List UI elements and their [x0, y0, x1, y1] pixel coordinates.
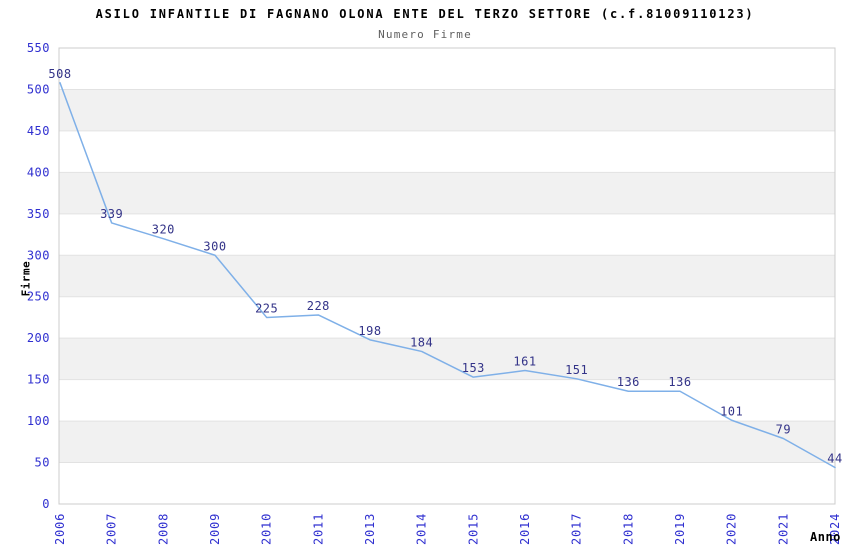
plot-band	[59, 89, 835, 131]
plot-border	[58, 47, 836, 505]
y-tick-label: 200	[27, 331, 50, 345]
x-axis-title: Anno	[810, 530, 841, 544]
data-label: 198	[358, 324, 381, 338]
plot-band	[59, 172, 835, 214]
y-tick-label: 250	[27, 290, 50, 304]
plot-band	[59, 130, 835, 173]
data-label: 136	[668, 375, 691, 389]
y-tick-label: 0	[42, 497, 50, 511]
data-label: 79	[776, 423, 791, 437]
data-label: 225	[255, 301, 278, 315]
y-axis-title: Firme	[19, 260, 33, 297]
x-tick-label: 2006	[53, 513, 67, 545]
y-tick-label: 300	[27, 248, 50, 262]
plot-band	[59, 379, 835, 422]
data-line	[59, 82, 836, 469]
x-tick-label: 2019	[673, 513, 687, 545]
x-tick-label: 2021	[776, 513, 790, 545]
x-tick-label: 2015	[466, 513, 480, 545]
x-tick-label: 2011	[311, 513, 325, 545]
x-tick-label: 2020	[725, 513, 739, 545]
chart-subtitle: Numero Firme	[378, 28, 472, 41]
plot-band	[59, 255, 835, 297]
x-tick-label: 2008	[156, 513, 170, 545]
y-tick-label: 150	[27, 373, 50, 387]
x-tick-label: 2013	[363, 513, 377, 545]
data-label: 151	[565, 363, 588, 377]
x-tick-label: 2014	[415, 513, 429, 545]
x-tick-label: 2016	[518, 513, 532, 545]
data-label: 153	[462, 361, 485, 375]
chart-title: ASILO INFANTILE DI FAGNANO OLONA ENTE DE…	[95, 7, 755, 21]
y-tick-label: 450	[27, 124, 50, 138]
data-label: 508	[48, 67, 71, 81]
data-label: 44	[827, 452, 842, 466]
data-label: 339	[100, 207, 123, 221]
x-tick-label: 2009	[208, 513, 222, 545]
y-tick-label: 100	[27, 414, 50, 428]
y-tick-label: 550	[27, 41, 50, 55]
y-tick-label: 350	[27, 207, 50, 221]
data-label: 228	[307, 299, 330, 313]
x-tick-label: 2024	[828, 513, 842, 545]
data-label: 184	[410, 335, 433, 349]
x-tick-label: 2018	[621, 513, 635, 545]
data-label: 320	[152, 223, 175, 237]
data-label: 300	[203, 239, 226, 253]
plot-band	[59, 462, 835, 504]
x-tick-label: 2017	[570, 513, 584, 545]
plot-band	[59, 338, 835, 380]
x-tick-label: 2007	[105, 513, 119, 545]
x-tick-label: 2010	[260, 513, 274, 545]
plot-band	[59, 421, 835, 463]
y-tick-label: 500	[27, 82, 50, 96]
y-tick-label: 50	[35, 456, 50, 470]
plot-band	[59, 48, 835, 90]
y-tick-label: 400	[27, 165, 50, 179]
plot-band	[59, 213, 835, 256]
data-label: 136	[617, 375, 640, 389]
data-label: 161	[513, 355, 536, 369]
data-label: 101	[720, 404, 743, 418]
plot-band	[59, 296, 835, 339]
